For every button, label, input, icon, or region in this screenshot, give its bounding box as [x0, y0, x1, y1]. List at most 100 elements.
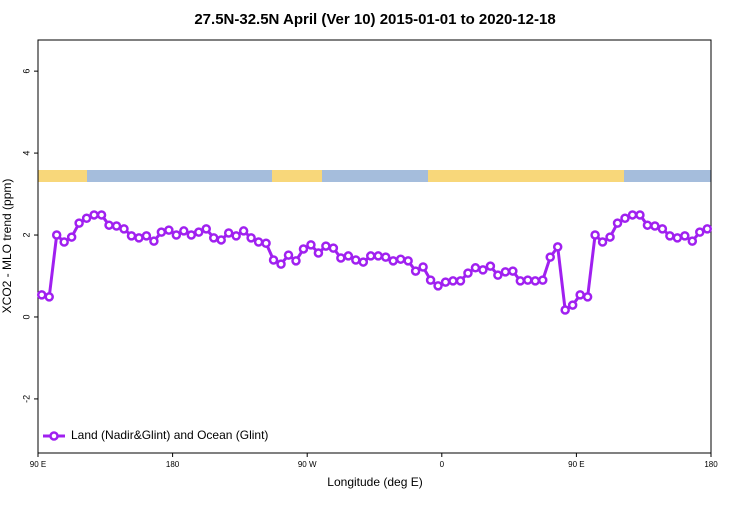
data-point	[336, 253, 346, 263]
data-point	[410, 266, 421, 276]
y-tick-label: 4	[21, 151, 31, 156]
data-point	[575, 290, 585, 300]
data-point	[463, 268, 473, 278]
data-point	[126, 231, 137, 241]
land-strip	[428, 170, 624, 182]
data-point	[246, 233, 256, 243]
data-point	[89, 210, 99, 220]
data-point	[351, 255, 361, 265]
data-point	[96, 210, 107, 220]
data-point	[642, 220, 653, 230]
data-point	[104, 220, 114, 230]
data-point	[36, 290, 47, 300]
data-point	[635, 210, 645, 220]
data-point	[425, 275, 436, 285]
legend-marker	[49, 431, 59, 441]
data-point	[687, 236, 698, 246]
data-point	[620, 213, 630, 223]
x-tick-label: 180	[166, 460, 180, 469]
data-point	[321, 241, 331, 251]
data-point	[268, 255, 279, 265]
data-point	[276, 259, 286, 269]
x-tick-label: 0	[440, 460, 445, 469]
data-point	[313, 248, 324, 258]
data-point	[119, 224, 129, 234]
data-point	[597, 237, 608, 247]
data-point	[657, 224, 668, 234]
data-point	[44, 292, 54, 302]
data-point	[298, 244, 309, 254]
data-point	[680, 231, 690, 241]
data-point	[380, 252, 391, 262]
data-point	[455, 276, 466, 286]
data-point	[194, 227, 204, 237]
data-point	[433, 281, 443, 291]
data-point	[650, 221, 660, 231]
data-point	[358, 257, 369, 267]
data-point	[179, 226, 189, 236]
data-point	[695, 227, 705, 237]
data-point	[560, 305, 570, 315]
y-tick-label: 2	[21, 233, 31, 238]
data-point	[530, 276, 541, 286]
data-point	[328, 243, 339, 253]
data-point	[440, 277, 451, 287]
data-point	[164, 225, 174, 235]
data-point	[66, 232, 77, 242]
data-point	[702, 224, 713, 234]
data-point	[538, 275, 548, 285]
land-strip	[38, 170, 87, 182]
data-point	[231, 231, 241, 241]
data-point	[612, 218, 623, 228]
y-tick-label: -2	[21, 395, 31, 403]
legend-item: Land (Nadir&Glint) and Ocean (Glint)	[43, 428, 268, 442]
data-point	[149, 236, 159, 246]
data-point	[523, 275, 533, 285]
data-point	[373, 251, 383, 261]
data-point	[216, 235, 226, 245]
y-tick-label: 6	[21, 69, 31, 74]
data-point	[51, 230, 62, 240]
data-point	[261, 238, 271, 248]
chart-title: 27.5N-32.5N April (Ver 10) 2015-01-01 to…	[194, 11, 555, 28]
data-point	[81, 213, 92, 223]
x-tick-label: 180	[704, 460, 718, 469]
data-point	[238, 226, 249, 236]
data-point	[627, 210, 638, 220]
data-point	[500, 267, 511, 277]
land-ocean-strip	[38, 170, 711, 182]
data-point	[306, 240, 316, 250]
data-point	[672, 233, 683, 243]
data-point	[478, 265, 488, 275]
data-point	[208, 233, 219, 243]
data-point	[141, 231, 152, 241]
data-point	[552, 242, 563, 252]
plot-frame	[37, 39, 712, 454]
data-point	[366, 251, 376, 261]
data-point	[156, 227, 167, 237]
data-point	[403, 256, 413, 266]
data-point	[418, 262, 428, 272]
data-point	[253, 237, 264, 247]
x-axis-label: Longitude (deg E)	[327, 475, 422, 489]
data-point	[111, 221, 122, 231]
data-point	[343, 251, 354, 261]
land-strip	[272, 170, 322, 182]
data-point	[395, 254, 406, 264]
data-point	[448, 276, 458, 286]
data-point	[567, 300, 578, 310]
legend-label: Land (Nadir&Glint) and Ocean (Glint)	[71, 428, 268, 442]
data-point	[515, 276, 526, 286]
data-point	[291, 256, 301, 266]
y-axis-label: XCO2 - MLO trend (ppm)	[0, 179, 14, 314]
data-point	[485, 261, 496, 271]
x-tick-label: 90 E	[568, 460, 584, 469]
data-point	[605, 232, 615, 242]
data-point	[508, 266, 518, 276]
data-point	[545, 252, 555, 262]
data-point	[171, 230, 182, 240]
y-tick-label: 0	[21, 314, 31, 319]
data-point	[283, 250, 294, 260]
